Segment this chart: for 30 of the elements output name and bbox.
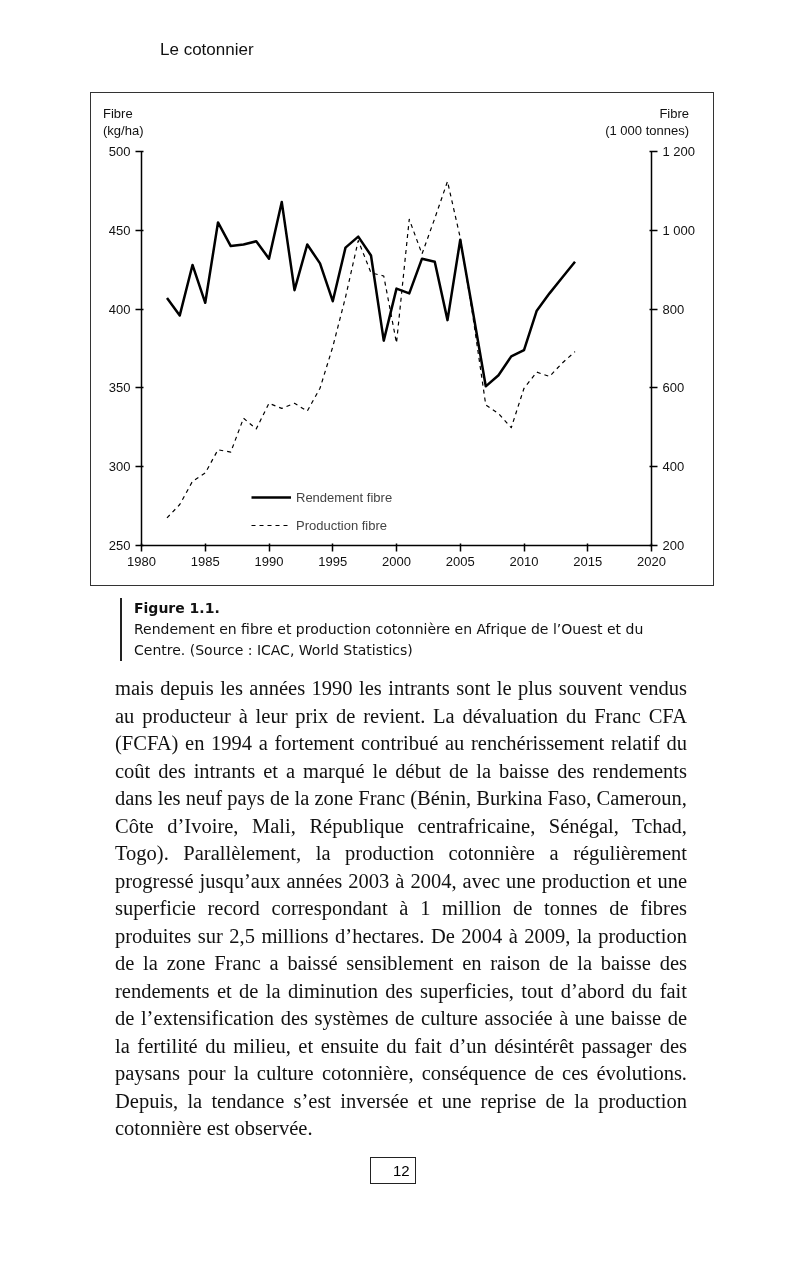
y-axis-title: Fibre (kg/ha) (103, 105, 144, 140)
y2-tick-label: 600 (662, 380, 685, 396)
x-tick-label: 2015 (573, 553, 603, 569)
text: mais depuis les années 1990 les intrants sont le plus souvent vendus au producteur à leur prix de revient. La dévaluation du Franc CFA (FCFA) en 1994 a fortement contribué au renchérissement relatif du coût des intrants et a marqué le début de la baisse des rendements dans les neuf pays de la zone Franc (Bénin, Burkina Faso, Cameroun, Côte d’Ivoire, Mali, République centrafricaine, Sénégal, Tchad, Togo). Parallèlement, la production cotonnière a régulièrement progressé jusqu’aux années 2003 à 2004, avec une production et une superficie record correspondant à 1 million de tonnes de fibres produites sur 2,5 millions d’hectares. De 2004 à 2009, la production de la zone Franc a baissé sensiblement en raison de la baisse des rendements et de la diminution des superficies, tout d’abord du fait de l’extensification des systèmes de culture associée à une baisse de la fertilité du milieu, et ensuite du fait d’un désintérêt passager des paysans pour la culture cotonnière, conséquence de ces évolutions. Depuis, la tendance s’est inversée et une reprise de la production cotonnière est observée. (115, 677, 687, 1140)
y-tick-label: 400 (108, 301, 131, 317)
y2-tick-label: 400 (662, 459, 685, 475)
y2-tick-label: 200 (662, 538, 685, 554)
y2-tick-label: 1 200 (662, 144, 696, 160)
y-tick-label: 250 (108, 538, 131, 554)
x-tick-label: 2020 (637, 553, 666, 569)
y2-tick-label: 1 000 (662, 223, 696, 239)
text: Le cotonnier (160, 39, 254, 61)
legend-label: Production fibre (296, 517, 388, 533)
y-tick-label: 450 (108, 223, 131, 239)
x-tick-label: 1990 (254, 553, 284, 569)
y-tick-label: 300 (108, 459, 131, 475)
x-tick-label: 2005 (445, 553, 475, 569)
x-tick-label: 1980 (127, 553, 156, 569)
x-tick-label: 2000 (382, 553, 411, 569)
y2-axis-title: Fibre (1 000 tonnes) (605, 105, 689, 140)
x-tick-label: 2010 (509, 553, 539, 569)
text: 12 (393, 1160, 410, 1181)
text: Rendement en fibre et production cotonnière en Afrique de l’Ouest et du Centre. (Source : ICAC, World Statistics) (134, 620, 645, 661)
x-tick-label: 1985 (190, 553, 220, 569)
x-tick-label: 1995 (318, 553, 348, 569)
y2-tick-label: 800 (662, 301, 685, 317)
y-tick-label: 350 (108, 380, 131, 396)
caption: Figure 1.1. (134, 599, 220, 619)
y-tick-label: 500 (108, 144, 131, 160)
legend-label: Rendement fibre (296, 489, 393, 505)
